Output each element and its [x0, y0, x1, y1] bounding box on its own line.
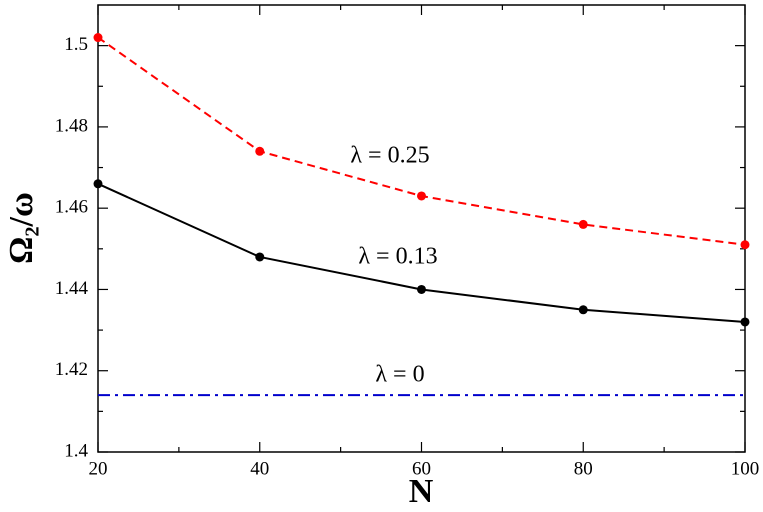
y-axis-label: Ω₂/ω: [3, 192, 40, 264]
y-tick-label: 1.48: [55, 115, 88, 136]
data-point: [578, 305, 588, 315]
y-tick-label: 1.44: [55, 278, 89, 299]
data-point: [255, 252, 265, 262]
x-tick-label: 80: [574, 458, 593, 479]
x-tick-label: 100: [731, 458, 760, 479]
data-point: [740, 317, 750, 327]
series-label: λ = 0.25: [350, 143, 429, 169]
x-tick-label: 40: [250, 458, 269, 479]
x-tick-label: 20: [89, 458, 108, 479]
data-point: [255, 146, 265, 156]
data-point: [578, 219, 588, 229]
data-point: [417, 191, 426, 201]
y-tick-label: 1.42: [55, 359, 88, 380]
series-line: [97, 36, 746, 246]
data-point: [93, 179, 103, 189]
y-tick-label: 1.46: [55, 197, 88, 218]
x-axis-label: N: [409, 473, 434, 510]
data-point: [417, 284, 426, 294]
data-point: [93, 33, 103, 43]
data-point: [740, 240, 750, 250]
series-label: λ = 0: [375, 362, 424, 388]
y-tick-label: 1.5: [64, 34, 88, 55]
y-tick-label: 1.4: [64, 440, 88, 461]
series-label: λ = 0.13: [358, 244, 437, 270]
x-tick-label: 60: [412, 458, 431, 479]
